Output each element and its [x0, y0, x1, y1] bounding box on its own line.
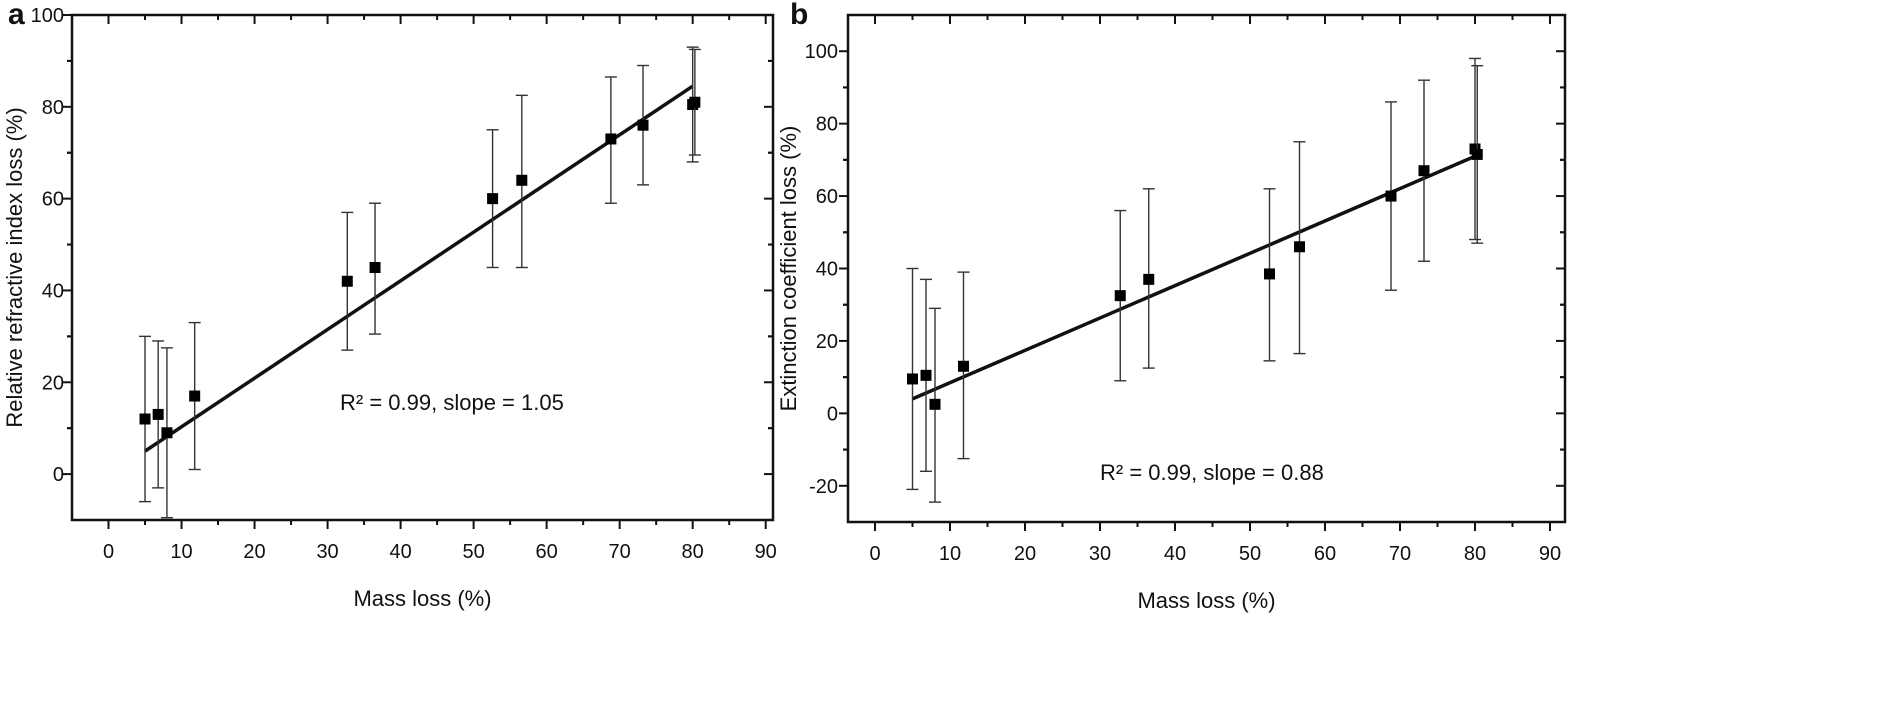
y-tick-label: 40 — [816, 259, 838, 281]
y-tick-label: -20 — [809, 476, 838, 498]
x-axis-label: Mass loss (%) — [353, 586, 491, 611]
x-tick-label: 30 — [316, 541, 338, 563]
y-tick-label: 60 — [816, 186, 838, 208]
data-point — [929, 398, 941, 410]
x-tick-label: 60 — [1314, 543, 1336, 565]
data-point — [1114, 290, 1126, 302]
data-point — [958, 360, 969, 372]
data-point — [920, 369, 932, 381]
y-tick-label: 80 — [42, 97, 64, 119]
x-tick-label: 0 — [869, 543, 880, 565]
data-point — [341, 275, 353, 287]
x-tick-label: 10 — [939, 543, 961, 565]
data-point — [1294, 241, 1305, 253]
y-tick-label: 60 — [42, 189, 64, 211]
x-tick-label: 80 — [1464, 543, 1486, 565]
fit-annotation: R² = 0.99, slope = 0.88 — [1100, 460, 1324, 485]
data-point — [369, 262, 381, 273]
y-tick-label: 40 — [42, 280, 64, 302]
x-tick-label: 20 — [243, 541, 265, 563]
fit-annotation: R² = 0.99, slope = 1.05 — [340, 390, 564, 415]
x-tick-label: 0 — [103, 541, 114, 563]
panel-label: b — [790, 0, 808, 31]
data-point — [1143, 273, 1155, 285]
data-point — [1264, 268, 1275, 280]
y-tick-label: 80 — [816, 114, 838, 136]
y-axis-label: Extinction coefficient loss (%) — [776, 126, 801, 412]
fit-line — [911, 154, 1476, 401]
x-tick-label: 20 — [1014, 543, 1036, 565]
x-tick-label: 40 — [389, 541, 411, 563]
plot-frame — [70, 13, 775, 522]
y-tick-label: 100 — [31, 5, 64, 27]
data-point — [637, 119, 649, 131]
x-tick-label: 70 — [609, 541, 631, 563]
data-point — [152, 408, 164, 420]
data-point — [161, 427, 173, 439]
y-tick-label: 0 — [53, 464, 64, 486]
y-tick-label: 20 — [42, 372, 64, 394]
x-tick-label: 40 — [1164, 543, 1186, 565]
x-tick-label: 80 — [682, 541, 704, 563]
y-tick-label: 20 — [816, 331, 838, 353]
data-point — [487, 193, 499, 205]
data-point — [689, 96, 701, 108]
plot-frame — [846, 13, 1567, 524]
y-tick-label: 0 — [827, 403, 838, 425]
data-point — [139, 413, 151, 425]
x-tick-label: 60 — [536, 541, 558, 563]
fit-line — [144, 84, 694, 453]
x-tick-label: 50 — [1239, 543, 1261, 565]
data-point — [907, 373, 918, 385]
chart-panel-b: 0 10 20 30 40 50 60 70 80 90 -20 0 20 40 60 80 100 Mass l… — [776, 0, 1567, 613]
data-point — [1418, 165, 1430, 177]
x-tick-label: 10 — [170, 541, 192, 563]
data-point — [605, 133, 617, 145]
data-point — [516, 174, 528, 186]
x-tick-label: 90 — [755, 541, 777, 563]
x-tick-label: 30 — [1089, 543, 1111, 565]
y-tick-label: 100 — [805, 41, 838, 63]
data-point — [189, 390, 201, 402]
x-tick-label: 50 — [462, 541, 484, 563]
panel-label: a — [8, 0, 25, 31]
data-point — [1471, 148, 1483, 160]
x-tick-label: 90 — [1539, 543, 1561, 565]
x-tick-label: 70 — [1389, 543, 1411, 565]
chart-panel-a: 0 10 20 30 40 50 60 70 80 90 0 20 40 60 80 100 Mass loss… — [2, 0, 777, 611]
x-axis-label: Mass loss (%) — [1137, 588, 1275, 613]
data-point — [1385, 190, 1397, 202]
y-axis-label: Relative refractive index loss (%) — [2, 107, 27, 427]
